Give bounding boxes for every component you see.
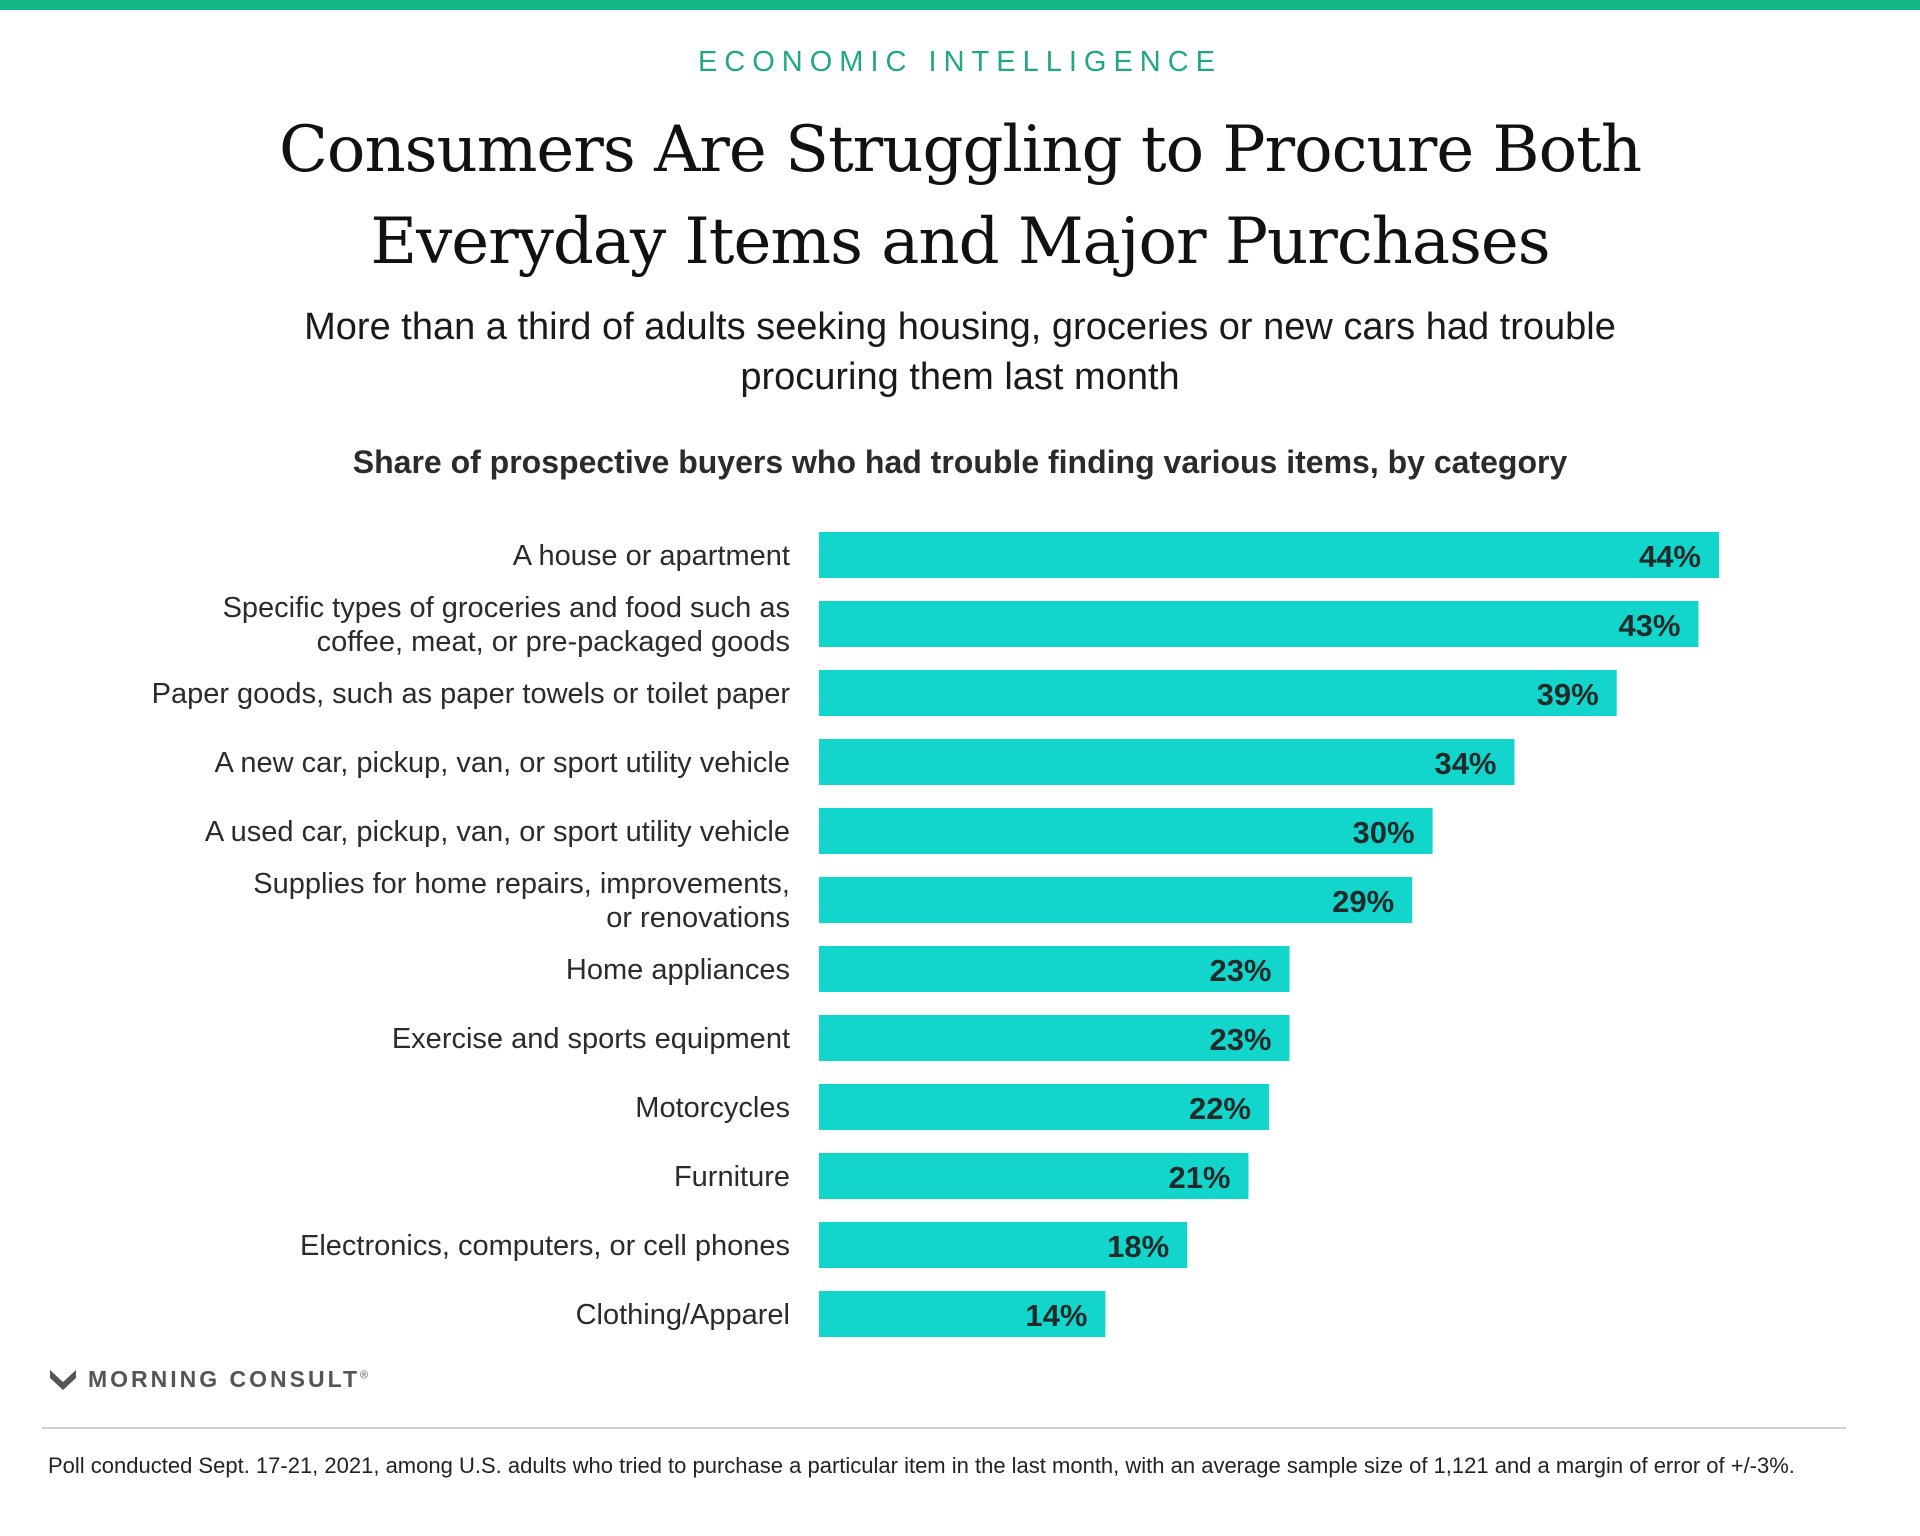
value-label-1: 43% [1618, 608, 1680, 643]
bar-0 [819, 532, 1719, 578]
top-accent-rule [0, 0, 1920, 10]
value-label-5: 29% [1332, 884, 1394, 919]
value-label-7: 23% [1209, 1022, 1271, 1057]
category-label-9: Furniture [674, 1161, 790, 1193]
category-label-5-line-1: or renovations [606, 902, 790, 934]
value-label-6: 23% [1209, 953, 1271, 988]
value-label-10: 18% [1107, 1229, 1169, 1264]
bar-chart: 44% A house or apartment 43% Specific types… [152, 532, 1719, 1337]
value-label-9: 21% [1168, 1160, 1230, 1195]
bar-9 [819, 1153, 1249, 1199]
category-label-10: Electronics, computers, or cell phones [300, 1230, 790, 1262]
footnote: Poll conducted Sept. 17-21, 2021, among … [48, 1453, 1795, 1478]
value-label-2: 39% [1537, 677, 1599, 712]
category-label-7: Exercise and sports equipment [392, 1023, 790, 1055]
bar-3 [819, 739, 1515, 785]
bar-5 [819, 877, 1413, 923]
kicker: ECONOMIC INTELLIGENCE [697, 46, 1223, 78]
footer-divider [42, 1427, 1846, 1429]
category-label-3: A new car, pickup, van, or sport utility… [215, 747, 790, 779]
chart-heading: Share of prospective buyers who had trou… [352, 444, 1568, 480]
value-label-4: 30% [1353, 815, 1415, 850]
category-label-0: A house or apartment [513, 540, 790, 572]
value-label-8: 22% [1189, 1091, 1251, 1126]
bar-6 [819, 946, 1290, 992]
category-label-8: Motorcycles [635, 1092, 790, 1124]
category-label-5-line-0: Supplies for home repairs, improvements, [253, 868, 790, 900]
value-label-3: 34% [1434, 746, 1496, 781]
bar-7 [819, 1015, 1290, 1061]
bar-1 [819, 601, 1699, 647]
brand-logo: MORNING CONSULT® [48, 1364, 371, 1394]
bar-2 [819, 670, 1617, 716]
value-label-0: 44% [1639, 539, 1701, 574]
brand-name: MORNING CONSULT® [88, 1365, 372, 1392]
bar-11 [819, 1291, 1106, 1337]
category-label-6: Home appliances [566, 954, 790, 986]
bar-10 [819, 1222, 1188, 1268]
m-chevron-icon [50, 1370, 76, 1390]
category-label-4: A used car, pickup, van, or sport utilit… [205, 816, 790, 848]
bar-8 [819, 1084, 1269, 1130]
category-label-1-line-0: Specific types of groceries and food suc… [223, 592, 790, 624]
chart-title: Consumers Are Struggling to Procure Both… [278, 113, 1642, 279]
chart-subtitle: More than a third of adults seeking hous… [304, 306, 1616, 398]
bar-4 [819, 808, 1433, 854]
value-label-11: 14% [1025, 1298, 1087, 1333]
category-label-11: Clothing/Apparel [576, 1299, 790, 1331]
category-label-1-line-1: coffee, meat, or pre-packaged goods [317, 626, 790, 658]
category-label-2: Paper goods, such as paper towels or toi… [152, 678, 791, 710]
